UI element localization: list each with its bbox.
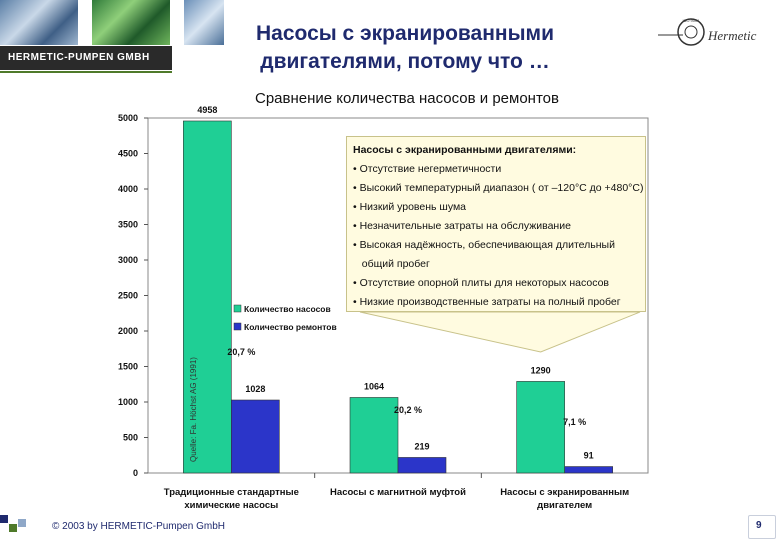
header-photo-2 (92, 0, 170, 45)
copyright-footer: © 2003 by HERMETIC-Pumpen GmbH (52, 521, 225, 532)
percentage-annotation: 20,7 % (227, 347, 255, 357)
page-number-frame (748, 515, 776, 539)
info-box-item: • Низкий уровень шума (353, 201, 467, 213)
chart-title: Сравнение количества насосов и ремонтов (255, 90, 559, 107)
data-label: 219 (414, 441, 429, 451)
info-box-item: • Отсутствие негерметичности (353, 163, 502, 175)
y-tick-label: 5000 (118, 113, 138, 123)
info-box-item: • Низкие производственные затраты на пол… (353, 296, 621, 308)
data-label: 91 (584, 451, 594, 461)
bar-repairs (564, 466, 613, 474)
percentage-annotation: 7,1 % (563, 417, 586, 427)
benefits-info-box: Насосы с экранированными двигателями: • … (346, 136, 646, 312)
legend-swatch-repairs (233, 322, 242, 331)
legend-label: Количество ремонтов (244, 322, 337, 332)
y-tick-label: 3000 (118, 255, 138, 265)
x-category-label: двигателем (537, 500, 592, 511)
info-box-title: Насосы с экранированными двигателями: (353, 144, 577, 156)
y-tick-label: 3500 (118, 220, 138, 230)
seal-text: ISO 9001 (683, 18, 701, 23)
slide-title: Насосы с экранированными двигателями, по… (200, 20, 610, 76)
bar-pumps (183, 120, 232, 474)
percentage-annotation: 20,2 % (394, 405, 422, 415)
legend-label: Количество насосов (244, 304, 331, 314)
bar-pumps (349, 397, 399, 474)
source-note: Quelle: Fa. Höchst AG (1991) (189, 357, 369, 462)
info-box-item: • Высокий температурный диапазон ( от –1… (353, 182, 644, 194)
x-category-label: Традиционные стандартные (164, 487, 299, 498)
x-category-label: Насосы с магнитной муфтой (330, 487, 466, 498)
bar-pumps (516, 381, 565, 474)
bar-repairs (231, 399, 280, 474)
header-photo-1 (0, 0, 78, 45)
iso-seal-icon (677, 18, 705, 46)
info-box-item: • Отсутствие опорной плиты для некоторых… (353, 277, 610, 289)
y-tick-label: 2000 (118, 326, 138, 336)
x-category-label: Насосы с экранированным (500, 487, 629, 498)
title-line-2: двигателями, потому что … (260, 50, 550, 73)
y-tick-label: 0 (133, 468, 138, 478)
brand-underline (0, 71, 172, 73)
y-tick-label: 1500 (118, 362, 138, 372)
info-box-item: • Незначительные затраты на обслуживание (353, 220, 571, 232)
corner-decoration (0, 515, 30, 540)
company-brand-bar: HERMETIC-PUMPEN GMBH (0, 46, 172, 70)
data-label: 1064 (364, 381, 384, 391)
y-tick-label: 1000 (118, 397, 138, 407)
y-tick-label: 500 (123, 433, 138, 443)
page-number: 9 (756, 520, 762, 531)
callout-pointer (359, 311, 641, 353)
bar-repairs (397, 457, 447, 474)
x-category-label: химические насосы (184, 500, 278, 511)
y-tick-label: 4000 (118, 184, 138, 194)
title-line-1: Насосы с экранированными (256, 22, 554, 45)
y-tick-label: 4500 (118, 149, 138, 159)
info-box-item: общий пробег (353, 258, 430, 270)
data-label: 4958 (197, 105, 217, 115)
info-box-item: • Высокая надёжность, обеспечивающая дли… (353, 239, 615, 251)
logo-wordmark: Hermetic (707, 28, 757, 43)
y-tick-label: 2500 (118, 291, 138, 301)
header-photo-3 (184, 0, 224, 45)
data-label: 1028 (245, 384, 265, 394)
data-label: 1290 (531, 365, 551, 375)
legend-swatch-pumps (233, 304, 242, 313)
hermetic-logo: ISO 9001 Hermetic (658, 18, 757, 46)
